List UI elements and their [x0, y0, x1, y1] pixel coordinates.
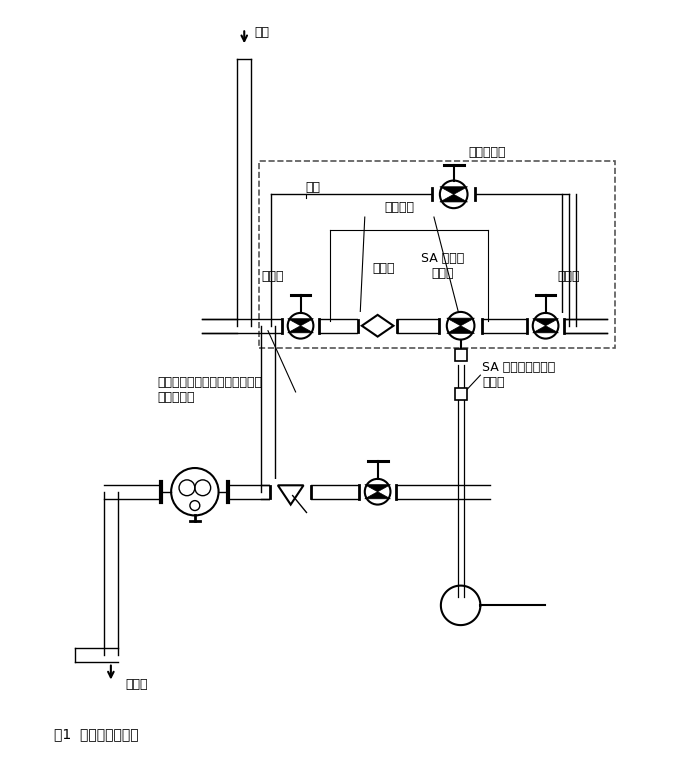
Bar: [455, 350, 466, 361]
Polygon shape: [440, 195, 468, 202]
Bar: [359, 479, 396, 505]
Polygon shape: [447, 326, 475, 333]
Text: SA 自作用
控制阀: SA 自作用 控制阀: [421, 253, 464, 281]
Polygon shape: [440, 187, 468, 195]
Text: 截止阀: 截止阀: [261, 270, 284, 283]
Text: SA 自作用控制系统
执行器: SA 自作用控制系统 执行器: [482, 361, 556, 389]
Bar: [270, 479, 312, 515]
Text: 图1  带旁路典型安装: 图1 带旁路典型安装: [53, 727, 138, 741]
Bar: [527, 313, 564, 339]
Polygon shape: [365, 491, 391, 499]
Polygon shape: [533, 326, 559, 332]
Text: 偏心缩径: 偏心缩径: [384, 201, 414, 214]
Bar: [439, 312, 482, 339]
Polygon shape: [288, 319, 314, 326]
Polygon shape: [447, 319, 475, 326]
Polygon shape: [533, 319, 559, 326]
Text: 当介质是蒸汽时，排水管路上应
安装疏水阀: 当介质是蒸汽时，排水管路上应 安装疏水阀: [158, 376, 262, 404]
Bar: [455, 388, 466, 400]
Polygon shape: [365, 484, 391, 491]
Bar: [161, 468, 228, 515]
Text: 蒸汽: 蒸汽: [254, 26, 269, 39]
Text: 截止阀: 截止阀: [557, 270, 580, 283]
Text: 过滤器: 过滤器: [373, 262, 395, 275]
Text: 冷凝水: 冷凝水: [126, 678, 149, 691]
Text: 旁路: 旁路: [305, 181, 321, 194]
Text: 手动调节阀: 手动调节阀: [468, 146, 506, 160]
Bar: [358, 312, 398, 339]
Polygon shape: [288, 326, 314, 332]
Bar: [282, 313, 319, 339]
Bar: [432, 181, 475, 208]
Bar: [259, 160, 615, 349]
